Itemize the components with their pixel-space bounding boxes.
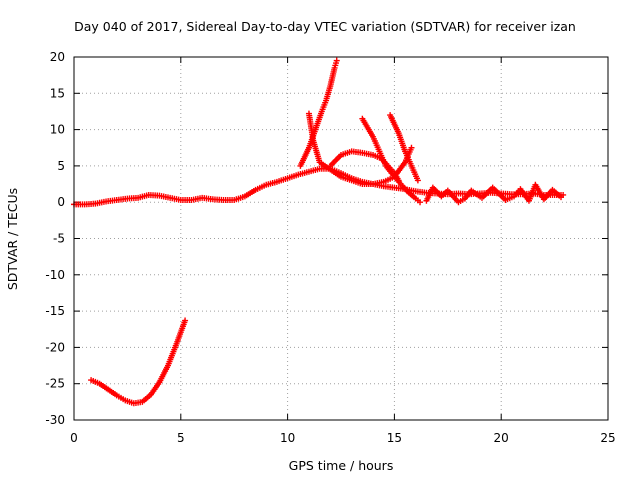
y-tick-label: -20 [45,340,65,354]
series-spike-12h [297,57,340,169]
series-scatter-late [423,181,565,206]
y-axis-ticks: -30 -25 -20 -15 -10 -5 0 5 10 15 20 [45,50,608,427]
y-tick-label: 15 [50,86,65,100]
series-arc-14h [305,110,415,188]
series-neg-arc [88,317,189,407]
data-point [182,317,189,324]
y-tick-label: -15 [45,304,65,318]
series-arc-13h [327,148,402,184]
x-tick-label: 15 [387,431,402,445]
data-point [414,177,421,184]
y-tick-label: -5 [53,232,65,246]
chart-title: Day 040 of 2017, Sidereal Day-to-day VTE… [74,19,576,34]
data-point [333,57,340,64]
x-tick-label: 0 [70,431,78,445]
data-point [558,194,565,201]
y-tick-label: 5 [57,159,65,173]
x-axis-ticks: 0 5 10 15 20 25 [70,57,616,445]
y-axis-label: SDTVAR / TECUs [5,188,20,290]
y-tick-label: 0 [57,195,65,209]
x-tick-label: 25 [600,431,615,445]
y-tick-label: 10 [50,123,65,137]
data-point [408,144,415,151]
grid-lines [74,57,608,420]
data-point [395,177,402,184]
y-tick-label: -25 [45,377,65,391]
x-axis-label: GPS time / hours [289,458,394,473]
y-tick-label: 20 [50,50,65,64]
series-arc-16h [387,112,421,184]
x-tick-label: 5 [177,431,185,445]
y-tick-label: -30 [45,413,65,427]
series-baseline [71,165,567,208]
plot-area [71,57,567,407]
x-tick-label: 10 [280,431,295,445]
data-point [417,199,424,206]
y-tick-label: -10 [45,268,65,282]
plot-frame [73,56,609,421]
x-tick-label: 20 [494,431,509,445]
